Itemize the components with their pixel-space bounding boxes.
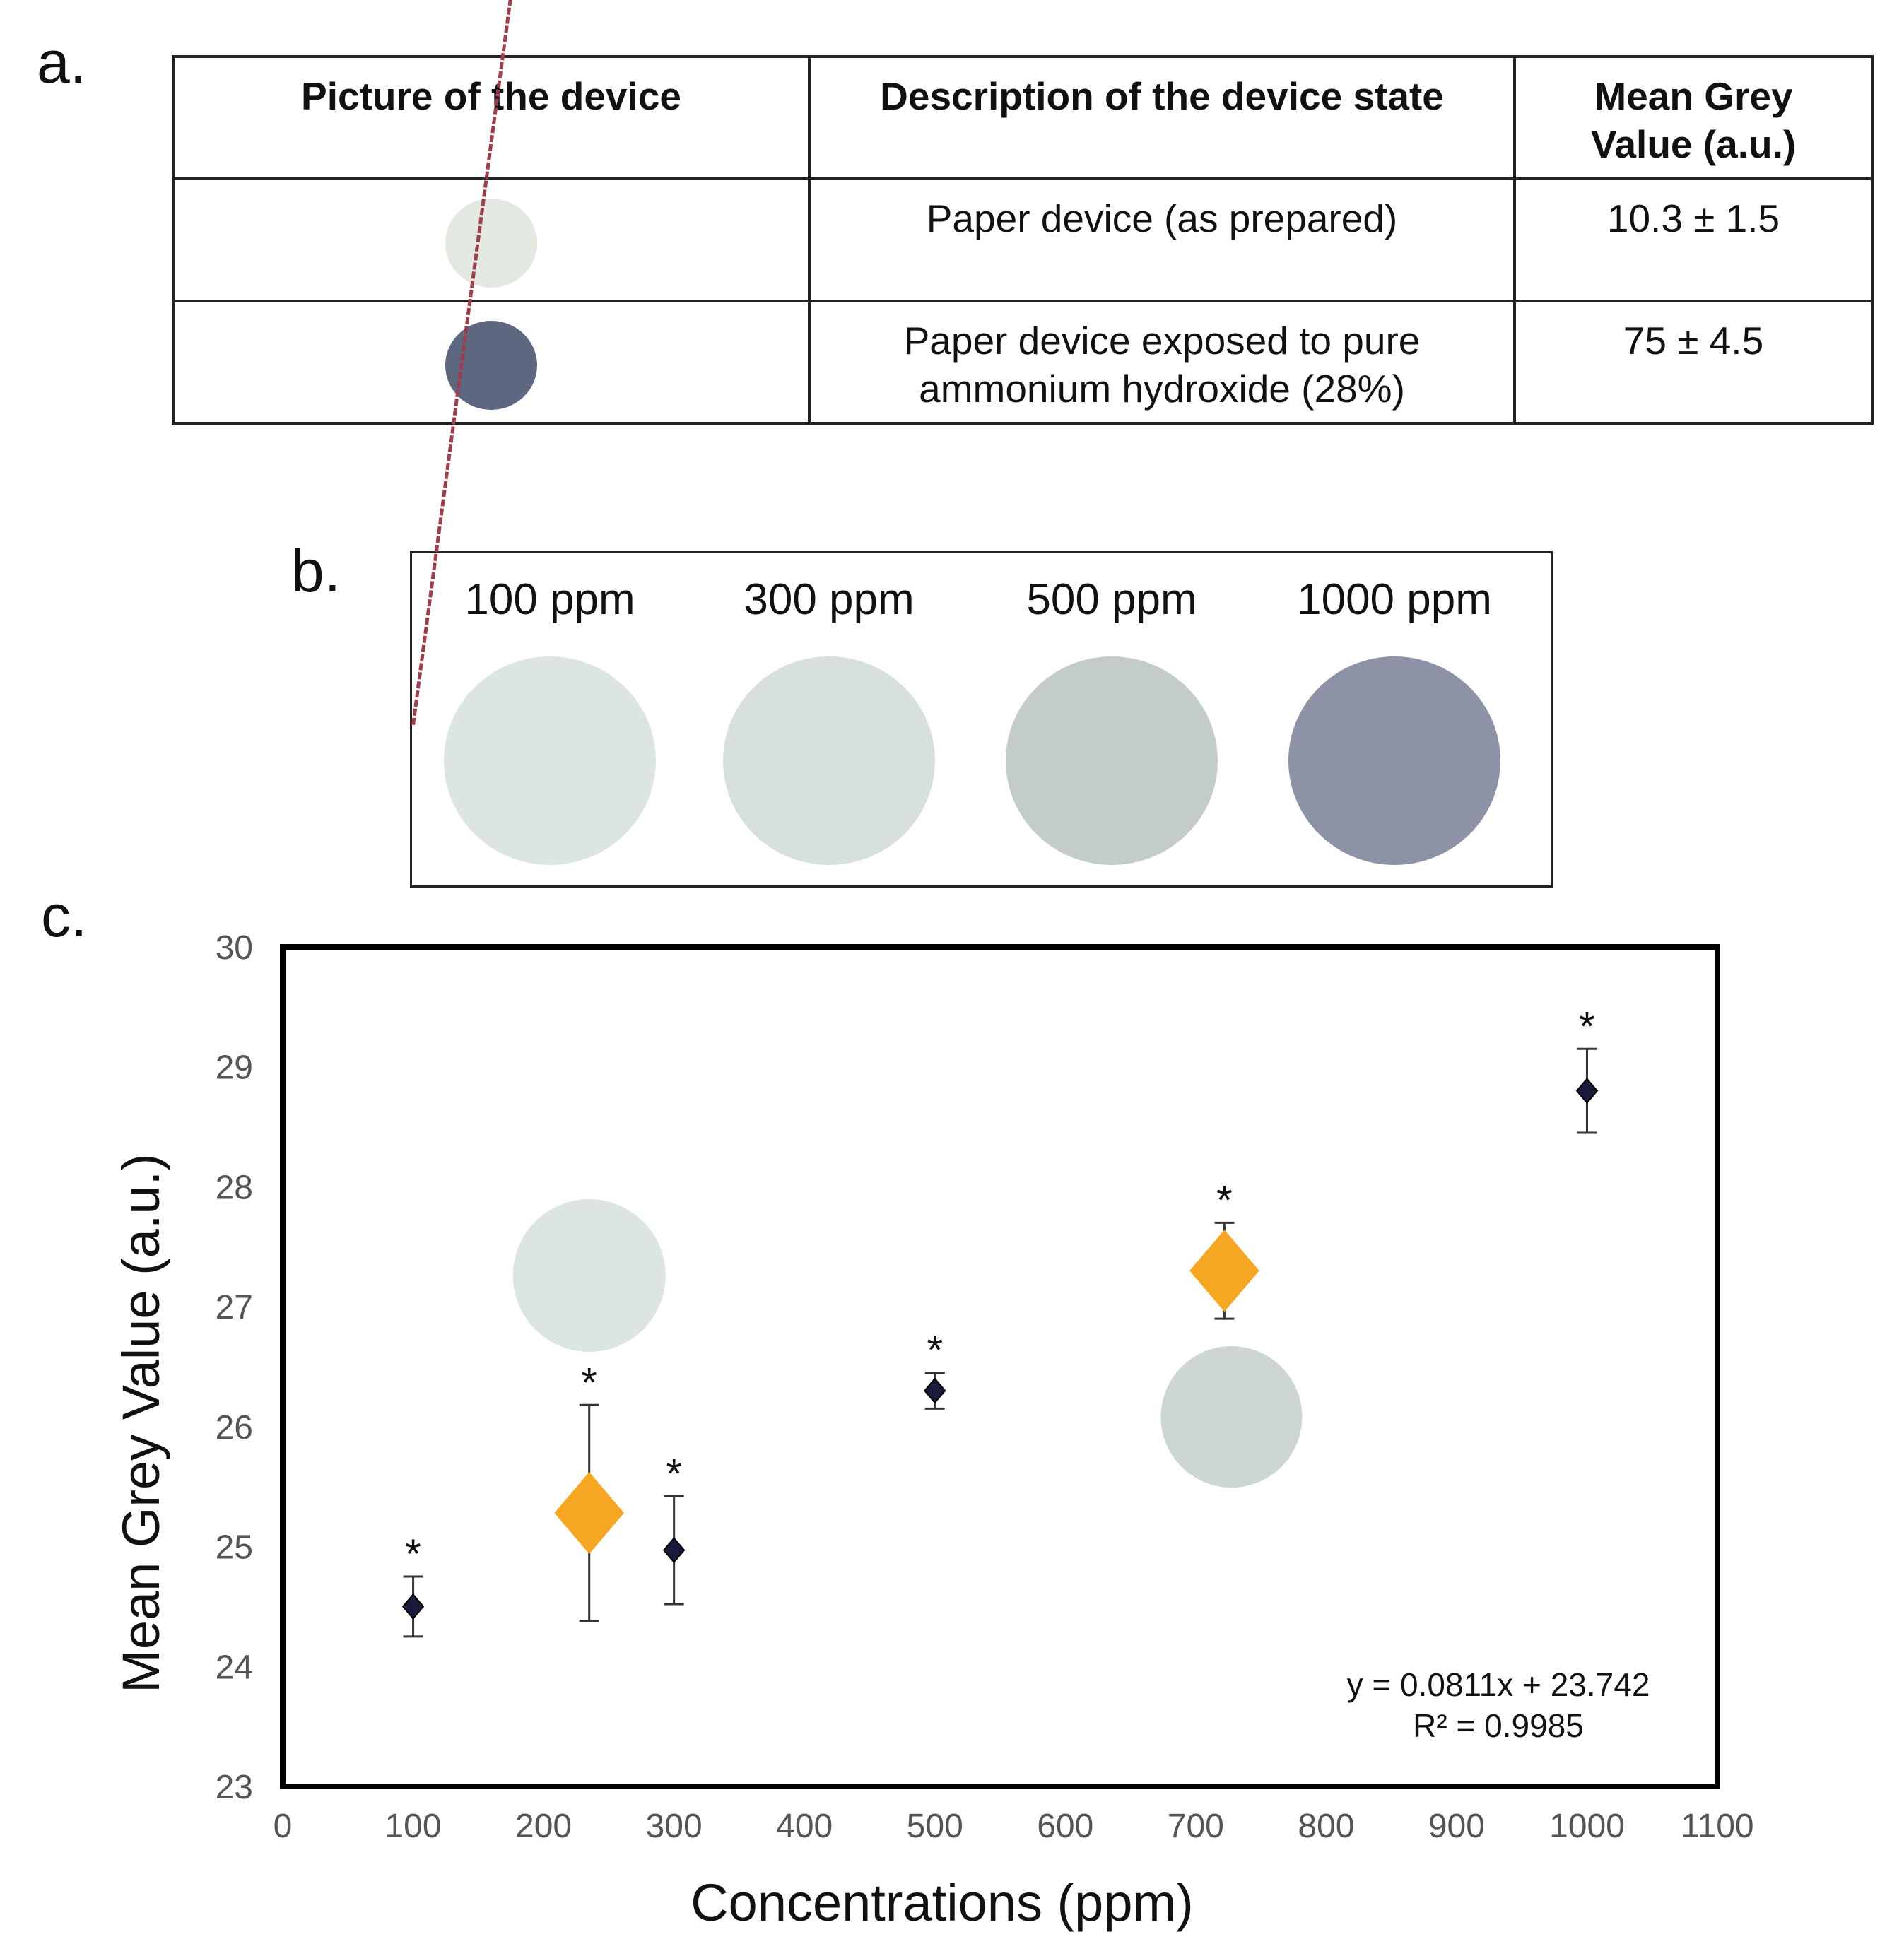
y-tick-label: 30	[216, 929, 253, 967]
header-description: Description of the device state	[808, 55, 1516, 180]
trendline	[411, 0, 512, 726]
sample-marker	[554, 1472, 624, 1555]
sample-300ppm: 300 ppm	[695, 553, 963, 865]
device-swatch-prepared	[445, 199, 537, 288]
data-point	[1575, 1078, 1599, 1104]
sample-label: 500 ppm	[1026, 575, 1197, 624]
value-cell: 75 ± 4.5	[1513, 300, 1874, 425]
sample-swatch	[444, 656, 656, 865]
inset-device-image	[1160, 1346, 1303, 1488]
significance-asterisk: *	[581, 1360, 597, 1406]
plot-frame	[280, 944, 1720, 1789]
concentration-samples-panel: 100 ppm 300 ppm 500 ppm 1000 ppm	[410, 551, 1553, 888]
x-tick-label: 400	[776, 1808, 833, 1845]
table-row: Paper device (as prepared) 10.3 ± 1.5	[172, 177, 1874, 302]
y-tick-label: 28	[216, 1169, 253, 1206]
y-tick-label: 23	[216, 1769, 253, 1806]
x-tick-label: 100	[384, 1808, 441, 1845]
sample-1000ppm: 1000 ppm	[1260, 553, 1529, 865]
description-text-line1: Paper device exposed to pure	[903, 319, 1421, 363]
panel-label-a: a.	[37, 29, 87, 95]
x-tick-label: 0	[274, 1808, 293, 1845]
significance-asterisk: *	[927, 1327, 943, 1373]
data-point	[401, 1593, 425, 1620]
sample-swatch	[723, 656, 935, 865]
device-picture-cell	[172, 300, 811, 425]
description-text-line2: ammonium hydroxide (28%)	[919, 367, 1405, 411]
device-state-table: Picture of the device Description of the…	[172, 55, 1874, 425]
y-tick-label: 26	[216, 1409, 253, 1447]
panel-label-c: c.	[41, 883, 88, 949]
sample-500ppm: 500 ppm	[977, 553, 1246, 865]
data-point	[923, 1377, 946, 1404]
header-mean-grey: Mean Grey Value (a.u.)	[1513, 55, 1874, 180]
header-mean-grey-line1: Mean Grey	[1594, 74, 1793, 118]
sample-label: 300 ppm	[744, 575, 915, 624]
x-tick-label: 500	[907, 1808, 963, 1845]
y-tick-label: 29	[216, 1049, 253, 1087]
y-tick-label: 25	[216, 1529, 253, 1567]
sample-100ppm: 100 ppm	[416, 553, 684, 865]
x-tick-label: 600	[1037, 1808, 1093, 1845]
table-header-row: Picture of the device Description of the…	[172, 55, 1874, 180]
significance-asterisk: *	[405, 1531, 421, 1577]
sample-swatch	[1006, 656, 1218, 865]
sample-label: 1000 ppm	[1297, 575, 1492, 624]
sample-swatch	[1288, 656, 1500, 865]
y-tick-label: 24	[216, 1649, 253, 1686]
x-tick-label: 1000	[1549, 1808, 1625, 1845]
x-tick-label: 900	[1428, 1808, 1485, 1845]
x-tick-label: 300	[646, 1808, 703, 1845]
significance-asterisk: *	[1579, 1003, 1595, 1049]
x-tick-label: 1100	[1681, 1808, 1753, 1845]
y-tick-label: 27	[216, 1289, 253, 1326]
significance-asterisk: *	[1216, 1177, 1233, 1223]
description-text: Paper device (as prepared)	[926, 196, 1398, 240]
x-tick-label: 200	[515, 1808, 572, 1845]
header-picture: Picture of the device	[172, 55, 811, 180]
description-cell: Paper device exposed to pure ammonium hy…	[808, 300, 1516, 425]
header-mean-grey-line2: Value (a.u.)	[1590, 122, 1797, 166]
trendline-equation: y = 0.0811x + 23.742	[1347, 1666, 1650, 1703]
inset-device-image	[512, 1199, 666, 1352]
table-row: Paper device exposed to pure ammonium hy…	[172, 300, 1874, 425]
data-point	[662, 1537, 686, 1564]
significance-asterisk: *	[666, 1451, 682, 1497]
sample-label: 100 ppm	[464, 575, 635, 624]
x-axis-title: Concentrations (ppm)	[691, 1873, 1194, 1932]
value-cell: 10.3 ± 1.5	[1513, 177, 1874, 302]
x-tick-label: 700	[1168, 1808, 1224, 1845]
sample-marker	[1189, 1230, 1259, 1312]
panel-label-b: b.	[291, 538, 341, 604]
device-picture-cell	[172, 177, 811, 302]
description-cell: Paper device (as prepared)	[808, 177, 1516, 302]
x-tick-label: 800	[1298, 1808, 1354, 1845]
y-axis-title: Mean Grey Value (a.u.)	[112, 1153, 170, 1693]
r-squared: R² = 0.9985	[1413, 1707, 1584, 1744]
